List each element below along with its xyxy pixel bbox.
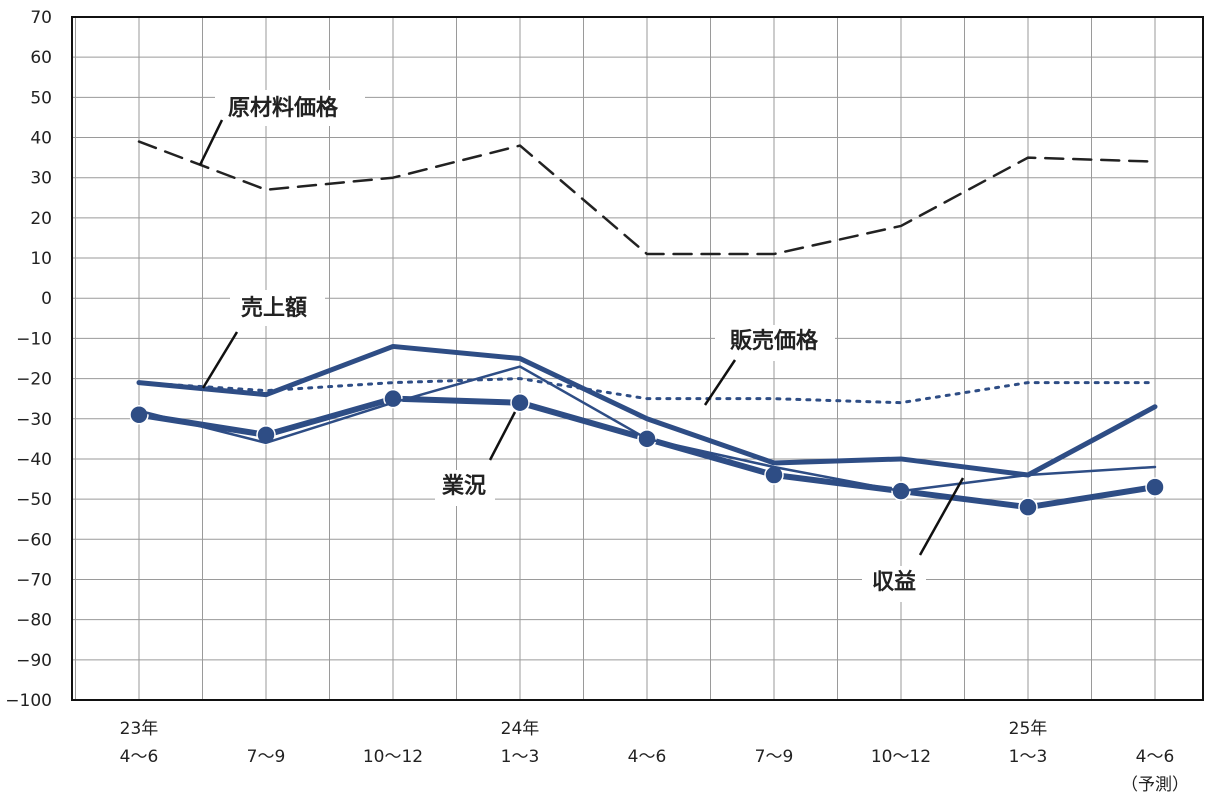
y-tick-label: 30 — [30, 169, 52, 189]
series-line-0 — [137, 140, 1157, 256]
y-tick-label: 40 — [30, 129, 52, 149]
x-tick-label: 23年 — [120, 719, 159, 739]
x-tick-label: 1～3 — [1009, 747, 1048, 767]
y-tick-label: −70 — [16, 570, 52, 590]
y-tick-label: 20 — [30, 209, 52, 229]
y-tick-label: 70 — [30, 8, 52, 28]
y-tick-label: 10 — [30, 249, 52, 269]
y-tick-label: −40 — [16, 450, 52, 470]
annotation-background — [862, 566, 926, 602]
x-tick-label: 7～9 — [755, 747, 794, 767]
data-point — [129, 404, 149, 425]
y-tick-label: −30 — [16, 410, 52, 430]
x-tick-label: 10～12 — [871, 747, 931, 767]
series-label: 原材料価格 — [228, 95, 339, 121]
plot-frame — [71, 16, 1204, 701]
annotation-leader-line — [201, 331, 239, 389]
y-tick-label: −100 — [5, 691, 52, 711]
x-axis-ticks: 23年 4～6 7～9 10～12 24年 1～3 4～6 7～9 10～12 25年 1～3 4～6… — [120, 719, 1189, 795]
annotation-leader-line — [918, 477, 965, 556]
x-tick-label: 25年 — [1009, 719, 1048, 739]
series-label: 売上額 — [241, 295, 307, 321]
annotation-background — [230, 290, 325, 326]
annotation-background — [435, 470, 495, 506]
y-tick-label: 60 — [30, 48, 52, 68]
series-label: 販売価格 — [730, 328, 819, 354]
annotation-leader-line — [198, 119, 224, 166]
y-tick-label: 0 — [41, 289, 52, 309]
data-point — [1145, 477, 1165, 497]
annotation-background — [215, 90, 365, 126]
x-tick-label: 1～3 — [501, 747, 540, 767]
x-tick-label: 24年 — [501, 719, 540, 739]
y-tick-label: −20 — [16, 370, 52, 390]
series-line-1 — [136, 343, 1158, 478]
y-tick-label: −90 — [16, 651, 52, 671]
y-tick-label: −80 — [16, 611, 52, 631]
x-tick-label: 10～12 — [363, 747, 423, 767]
y-axis-ticks: 70 60 50 40 30 20 10 0 −10 −20 −30 −40 −50 −60 −70 −80 −… — [5, 8, 52, 711]
x-tick-label: 4～6 — [1136, 747, 1175, 767]
y-tick-label: −50 — [16, 490, 52, 510]
x-tick-label: 4～6 — [120, 747, 159, 767]
grid — [71, 16, 1204, 701]
y-tick-label: 50 — [30, 88, 52, 108]
series-label: 収益 — [872, 569, 916, 595]
y-tick-label: −10 — [16, 329, 52, 349]
data-point — [1018, 497, 1038, 517]
y-tick-label: −60 — [16, 530, 52, 550]
annotation-leader-line — [703, 359, 737, 406]
series-line-2 — [137, 377, 1157, 405]
series-lines — [129, 140, 1165, 517]
series-label: 業況 — [442, 474, 486, 499]
series-line-4 — [137, 365, 1157, 493]
x-tick-label: 4～6 — [628, 747, 667, 767]
data-point — [510, 392, 530, 413]
x-tick-label: （予測） — [1121, 775, 1189, 795]
annotation-leader-line — [488, 411, 517, 461]
annotation-background — [715, 325, 835, 361]
x-tick-label: 7～9 — [247, 747, 286, 767]
